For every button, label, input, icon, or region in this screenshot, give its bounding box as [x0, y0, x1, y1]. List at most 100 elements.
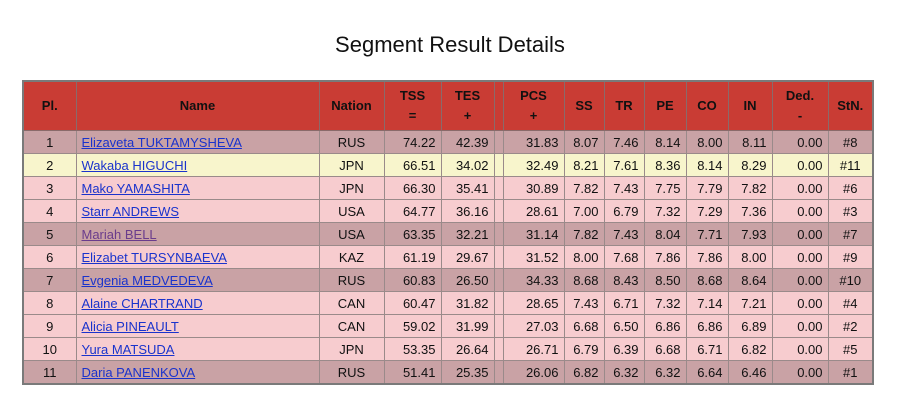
header-text: SS	[575, 98, 593, 113]
cell: 0.00	[771, 268, 829, 292]
column-header: Nation	[318, 80, 385, 131]
cell: 4	[22, 199, 77, 223]
cell: 66.51	[383, 153, 442, 177]
cell: 6.39	[603, 337, 645, 361]
skater-link[interactable]: Alicia PINEAULT	[81, 318, 179, 334]
result-row: 7 Evgenia MEDVEDEVA RUS 60.83 26.50 34.33 8.68…	[22, 268, 874, 292]
spacer-cell	[493, 291, 504, 315]
cell: 7.00	[563, 199, 605, 223]
result-row: 9 Alicia PINEAULT CAN 59.02 31.99 27.03 6.68 6.…	[22, 314, 874, 338]
cell: KAZ	[318, 245, 385, 269]
spacer-cell	[493, 314, 504, 338]
cell: 6.71	[603, 291, 645, 315]
name-cell: Alaine CHARTRAND	[75, 291, 320, 315]
cell: #3	[827, 199, 874, 223]
cell: RUS	[318, 130, 385, 154]
spacer-cell	[493, 130, 504, 154]
column-header: TSS =	[383, 80, 442, 131]
results-table: Pl. Name Nation TSS = TES + PCS + SS TR PE CO IN Ded. -…	[22, 80, 874, 385]
skater-link[interactable]: Yura MATSUDA	[81, 341, 175, 357]
cell: #2	[827, 314, 874, 338]
cell: 26.71	[502, 337, 565, 361]
column-header: Name	[75, 80, 320, 131]
cell: 6.46	[727, 360, 773, 385]
cell: USA	[318, 222, 385, 246]
name-cell: Daria PANENKOVA	[75, 360, 320, 385]
cell: 7.29	[685, 199, 729, 223]
result-row: 1 Elizaveta TUKTAMYSHEVA RUS 74.22 42.39 31.8…	[22, 130, 874, 154]
header-text: CO	[697, 98, 717, 113]
name-cell: Starr ANDREWS	[75, 199, 320, 223]
cell: 6.64	[685, 360, 729, 385]
cell: 26.06	[502, 360, 565, 385]
cell: 7.71	[685, 222, 729, 246]
spacer-cell	[493, 337, 504, 361]
cell: #9	[827, 245, 874, 269]
cell: #11	[827, 153, 874, 177]
cell: 7.43	[603, 222, 645, 246]
cell: 7	[22, 268, 77, 292]
cell: 11	[22, 360, 77, 385]
cell: 6	[22, 245, 77, 269]
cell: 74.22	[383, 130, 442, 154]
skater-link[interactable]: Mako YAMASHITA	[81, 180, 190, 196]
skater-link[interactable]: Starr ANDREWS	[81, 203, 180, 219]
header-text: Ded.	[785, 88, 815, 103]
cell: 7.82	[727, 176, 773, 200]
skater-link[interactable]: Elizabet TURSYNBAEVA	[81, 249, 227, 265]
cell: 6.89	[727, 314, 773, 338]
cell: 8.36	[643, 153, 687, 177]
cell: 31.83	[502, 130, 565, 154]
cell: 7.82	[563, 176, 605, 200]
cell: #8	[827, 130, 874, 154]
cell: 0.00	[771, 153, 829, 177]
cell: 6.68	[643, 337, 687, 361]
cell: 0.00	[771, 314, 829, 338]
cell: 60.47	[383, 291, 442, 315]
header-text: PCS	[520, 88, 547, 103]
cell: 7.43	[563, 291, 605, 315]
skater-link[interactable]: Evgenia MEDVEDEVA	[81, 272, 213, 288]
name-cell: Elizaveta TUKTAMYSHEVA	[75, 130, 320, 154]
cell: 8.11	[727, 130, 773, 154]
spacer-cell	[493, 176, 504, 200]
page-title: Segment Result Details	[335, 32, 565, 57]
skater-link[interactable]: Mariah BELL	[81, 226, 157, 242]
cell: 8.64	[727, 268, 773, 292]
cell: 51.41	[383, 360, 442, 385]
cell: 31.52	[502, 245, 565, 269]
cell: 0.00	[771, 337, 829, 361]
skater-link[interactable]: Elizaveta TUKTAMYSHEVA	[81, 134, 242, 150]
cell: 31.82	[440, 291, 495, 315]
cell: 30.89	[502, 176, 565, 200]
cell: 6.82	[563, 360, 605, 385]
cell: 31.14	[502, 222, 565, 246]
cell: JPN	[318, 153, 385, 177]
name-cell: Elizabet TURSYNBAEVA	[75, 245, 320, 269]
column-header: CO	[685, 80, 729, 131]
cell: 8.14	[643, 130, 687, 154]
cell: 8.68	[685, 268, 729, 292]
cell: 7.79	[685, 176, 729, 200]
column-header: StN.	[827, 80, 874, 131]
skater-link[interactable]: Wakaba HIGUCHI	[81, 157, 188, 173]
cell: 0.00	[771, 291, 829, 315]
name-cell: Wakaba HIGUCHI	[75, 153, 320, 177]
cell: 7.68	[603, 245, 645, 269]
cell: 53.35	[383, 337, 442, 361]
spacer-cell	[493, 245, 504, 269]
column-header: Pl.	[22, 80, 77, 131]
cell: 26.50	[440, 268, 495, 292]
cell: 8	[22, 291, 77, 315]
cell: 28.61	[502, 199, 565, 223]
cell: #4	[827, 291, 874, 315]
skater-link[interactable]: Daria PANENKOVA	[81, 364, 196, 380]
cell: 8.00	[727, 245, 773, 269]
skater-link[interactable]: Alaine CHARTRAND	[81, 295, 203, 311]
cell: CAN	[318, 291, 385, 315]
cell: 63.35	[383, 222, 442, 246]
cell: 7.32	[643, 199, 687, 223]
result-row: 11 Daria PANENKOVA RUS 51.41 25.35 26.06 6.82 6…	[22, 360, 874, 385]
cell: #7	[827, 222, 874, 246]
cell: 0.00	[771, 176, 829, 200]
